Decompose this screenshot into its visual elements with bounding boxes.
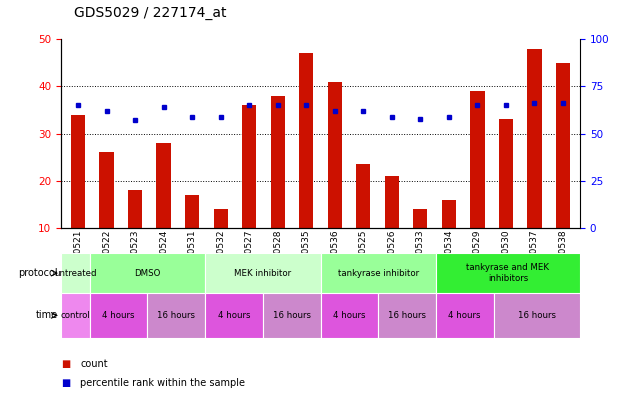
- Text: GSM1340525: GSM1340525: [359, 229, 368, 290]
- Text: untreated: untreated: [54, 269, 97, 277]
- Bar: [71, 115, 85, 228]
- Bar: [320, 253, 436, 293]
- Bar: [147, 293, 205, 338]
- Bar: [271, 96, 285, 228]
- Text: GSM1340524: GSM1340524: [159, 229, 168, 290]
- Bar: [556, 63, 570, 228]
- Text: GSM1340532: GSM1340532: [216, 229, 225, 290]
- Text: ■: ■: [61, 378, 70, 388]
- Text: tankyrase inhibitor: tankyrase inhibitor: [338, 269, 419, 277]
- Text: 4 hours: 4 hours: [449, 311, 481, 320]
- Bar: [90, 293, 147, 338]
- Bar: [320, 293, 378, 338]
- Text: 4 hours: 4 hours: [218, 311, 250, 320]
- Bar: [413, 209, 428, 228]
- Bar: [213, 209, 228, 228]
- Bar: [263, 293, 320, 338]
- Text: 16 hours: 16 hours: [518, 311, 556, 320]
- Text: tankyrase and MEK
inhibitors: tankyrase and MEK inhibitors: [467, 263, 549, 283]
- Text: GSM1340536: GSM1340536: [330, 229, 339, 290]
- Bar: [470, 91, 485, 228]
- Bar: [205, 293, 263, 338]
- Text: MEK inhibitor: MEK inhibitor: [234, 269, 292, 277]
- Bar: [242, 105, 256, 228]
- Bar: [299, 53, 313, 228]
- Bar: [128, 190, 142, 228]
- Bar: [156, 143, 171, 228]
- Text: GSM1340530: GSM1340530: [501, 229, 510, 290]
- Text: GSM1340538: GSM1340538: [558, 229, 567, 290]
- Text: 4 hours: 4 hours: [333, 311, 365, 320]
- Text: DMSO: DMSO: [134, 269, 161, 277]
- Text: GSM1340522: GSM1340522: [102, 229, 111, 290]
- Bar: [385, 176, 399, 228]
- Bar: [185, 195, 199, 228]
- Bar: [356, 164, 370, 228]
- Bar: [378, 293, 436, 338]
- Text: 4 hours: 4 hours: [103, 311, 135, 320]
- Bar: [61, 293, 90, 338]
- Bar: [328, 82, 342, 228]
- Text: GSM1340526: GSM1340526: [387, 229, 396, 290]
- Text: protocol: protocol: [18, 268, 58, 278]
- Text: 16 hours: 16 hours: [272, 311, 311, 320]
- Text: GDS5029 / 227174_at: GDS5029 / 227174_at: [74, 6, 226, 20]
- Text: GSM1340521: GSM1340521: [74, 229, 83, 290]
- Text: GSM1340529: GSM1340529: [473, 229, 482, 290]
- Text: count: count: [80, 358, 108, 369]
- Bar: [99, 152, 113, 228]
- Text: control: control: [60, 311, 90, 320]
- Bar: [90, 253, 205, 293]
- Text: GSM1340531: GSM1340531: [188, 229, 197, 290]
- Bar: [442, 200, 456, 228]
- Text: GSM1340534: GSM1340534: [444, 229, 453, 290]
- Bar: [61, 253, 90, 293]
- Text: time: time: [35, 310, 58, 320]
- Bar: [205, 253, 320, 293]
- Text: GSM1340528: GSM1340528: [273, 229, 282, 290]
- Text: GSM1340523: GSM1340523: [131, 229, 140, 290]
- Text: 16 hours: 16 hours: [157, 311, 196, 320]
- Text: 16 hours: 16 hours: [388, 311, 426, 320]
- Bar: [494, 293, 580, 338]
- Bar: [436, 293, 494, 338]
- Text: GSM1340533: GSM1340533: [416, 229, 425, 290]
- Bar: [528, 49, 542, 228]
- Text: ■: ■: [61, 358, 70, 369]
- Text: percentile rank within the sample: percentile rank within the sample: [80, 378, 245, 388]
- Text: GSM1340527: GSM1340527: [245, 229, 254, 290]
- Text: GSM1340535: GSM1340535: [302, 229, 311, 290]
- Bar: [436, 253, 580, 293]
- Bar: [499, 119, 513, 228]
- Text: GSM1340537: GSM1340537: [530, 229, 539, 290]
